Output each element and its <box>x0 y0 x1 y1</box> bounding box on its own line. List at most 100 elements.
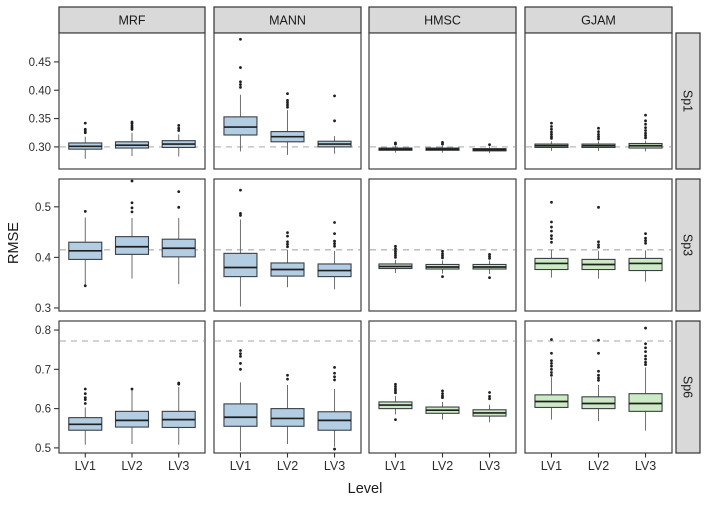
outlier-point <box>394 382 397 386</box>
svg-text:LV1: LV1 <box>75 459 96 473</box>
box-gjam-sp6-lv3 <box>628 326 663 431</box>
panel-mrf-sp1 <box>58 32 206 170</box>
outlier-point <box>644 346 647 350</box>
box-mann-sp3-lv2 <box>270 231 305 288</box>
outlier-point <box>441 275 444 279</box>
outlier-point <box>239 211 242 215</box>
col-strip-gjam: GJAM <box>524 6 673 34</box>
outlier-point <box>488 276 491 280</box>
box-hmsc-sp6-lv3 <box>472 391 507 423</box>
box-gjam-sp1-lv3 <box>628 113 663 152</box>
outlier-point <box>333 94 336 98</box>
svg-text:MANN: MANN <box>269 14 306 28</box>
outlier-point <box>644 236 647 240</box>
outlier-point <box>394 244 397 248</box>
box-mrf-sp3-lv1 <box>68 209 103 288</box>
outlier-point <box>394 141 397 145</box>
outlier-point <box>286 105 289 109</box>
svg-text:0.30: 0.30 <box>29 142 51 154</box>
outlier-point <box>286 242 289 246</box>
box-gjam-sp3-lv1 <box>534 200 569 278</box>
outlier-point <box>550 133 553 136</box>
panel-mann-sp1 <box>213 32 362 170</box>
outlier-point <box>644 241 647 245</box>
outlier-point <box>488 257 491 260</box>
outlier-point <box>286 373 289 377</box>
outlier-point <box>550 125 553 128</box>
outlier-point <box>644 357 647 361</box>
outlier-point <box>441 392 444 396</box>
outlier-point <box>394 249 397 253</box>
svg-text:0.3: 0.3 <box>35 303 51 315</box>
outlier-point <box>333 244 336 248</box>
box-mann-sp3-lv3 <box>317 221 352 290</box>
outlier-point <box>597 338 600 342</box>
box-hmsc-sp6-lv2 <box>425 389 460 420</box>
outlier-point <box>83 402 87 405</box>
outlier-point <box>488 143 491 147</box>
outlier-point <box>177 205 181 209</box>
box-mrf-sp1-lv3 <box>161 123 196 157</box>
outlier-point <box>441 389 444 393</box>
outlier-point <box>286 245 289 249</box>
outlier-point <box>597 373 600 377</box>
box-gjam-sp1-lv2 <box>581 126 616 151</box>
outlier-point <box>644 126 647 130</box>
outlier-point <box>394 387 397 391</box>
outlier-point <box>83 396 87 400</box>
row-strip-sp3: Sp3 <box>675 178 701 312</box>
outlier-point <box>597 126 600 130</box>
outlier-point <box>333 119 336 123</box>
panel-mann-sp3 <box>213 178 362 312</box>
outlier-point <box>394 253 397 257</box>
outlier-point <box>286 231 289 235</box>
outlier-point <box>644 136 647 140</box>
outlier-point <box>239 352 242 356</box>
col-strip-mann: MANN <box>213 6 362 34</box>
outlier-point <box>550 362 553 365</box>
outlier-point <box>550 135 553 139</box>
svg-text:LV2: LV2 <box>277 459 298 473</box>
outlier-point <box>644 119 647 123</box>
outlier-point <box>550 373 553 377</box>
x-axis-mann: LV1 LV2 LV3 <box>230 453 345 473</box>
outlier-point <box>286 377 289 381</box>
svg-text:0.40: 0.40 <box>29 85 51 97</box>
outlier-point <box>644 131 647 135</box>
outlier-point <box>83 127 87 131</box>
svg-text:LV3: LV3 <box>324 459 345 473</box>
outlier-point <box>550 220 553 224</box>
svg-text:0.8: 0.8 <box>35 325 51 337</box>
x-axis-mrf: LV1 LV2 LV3 <box>75 453 189 473</box>
panel-gjam-sp6 <box>524 320 673 454</box>
x-axis-title: Level <box>347 481 383 497</box>
outlier-point <box>130 387 134 391</box>
outlier-point <box>177 381 181 385</box>
outlier-point <box>333 239 336 243</box>
svg-text:Sp3: Sp3 <box>681 234 695 256</box>
outlier-point <box>286 103 289 107</box>
outlier-point <box>550 234 553 238</box>
box-mrf-sp3-lv3 <box>161 190 196 285</box>
y-axis-sp3: 0.3 0.4 0.5 <box>35 202 59 315</box>
outlier-point <box>597 378 600 382</box>
svg-text:Sp6: Sp6 <box>681 376 695 398</box>
svg-text:LV3: LV3 <box>479 459 500 473</box>
box-mrf-sp1-lv1 <box>68 121 103 159</box>
box-gjam-sp6-lv2 <box>581 338 616 422</box>
row-strip-sp1: Sp1 <box>675 32 701 170</box>
outlier-point <box>394 418 397 422</box>
y-axis-title: RMSE <box>6 222 22 264</box>
svg-text:0.5: 0.5 <box>35 202 51 214</box>
svg-text:Sp1: Sp1 <box>681 90 695 112</box>
outlier-point <box>394 385 397 389</box>
outlier-point <box>550 367 553 371</box>
outlier-point <box>239 83 242 86</box>
outlier-point <box>239 354 242 358</box>
outlier-point <box>286 240 289 244</box>
box-gjam-sp3-lv3 <box>628 232 663 282</box>
outlier-point <box>286 99 289 102</box>
outlier-point <box>333 232 336 236</box>
outlier-point <box>239 349 242 352</box>
